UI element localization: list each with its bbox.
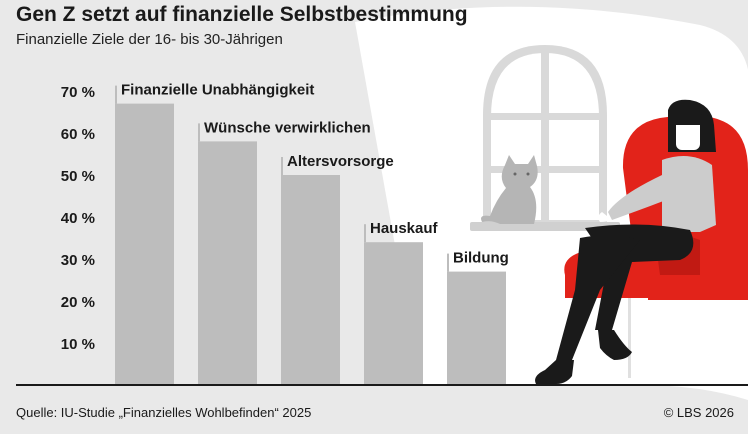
bar — [115, 103, 174, 385]
source-note: Quelle: IU-Studie „Finanzielles Wohlbefi… — [16, 405, 312, 420]
window-icon — [470, 45, 620, 231]
category-label: Bildung — [453, 250, 509, 267]
copyright-note: © LBS 2026 — [663, 405, 734, 420]
y-tick-label: 50 % — [61, 168, 95, 185]
cat-icon — [481, 155, 538, 224]
bar — [364, 242, 423, 385]
y-tick-label: 60 % — [61, 126, 95, 143]
category-label: Finanzielle Unabhängigkeit — [121, 82, 314, 99]
y-tick-label: 10 % — [61, 336, 95, 353]
bar — [281, 175, 340, 385]
y-tick-label: 30 % — [61, 252, 95, 269]
bar-chart: 10 % 20 % 30 % 40 % 50 % 60 % 70 % Finanzielle … — [61, 82, 509, 385]
category-label: Wünsche verwirklichen — [204, 119, 371, 136]
woman-icon — [535, 99, 716, 384]
category-label: Altersvorsorge — [287, 153, 394, 170]
y-tick-label: 20 % — [61, 294, 95, 311]
chart-title: Gen Z setzt auf finanzielle Selbstbestim… — [16, 3, 468, 26]
category-label: Hauskauf — [370, 220, 439, 237]
chart-subtitle: Finanzielle Ziele der 16- bis 30-Jährige… — [16, 31, 283, 48]
bar — [198, 141, 257, 385]
bar — [447, 271, 506, 385]
y-tick-label: 70 % — [61, 84, 95, 101]
y-tick-label: 40 % — [61, 210, 95, 227]
